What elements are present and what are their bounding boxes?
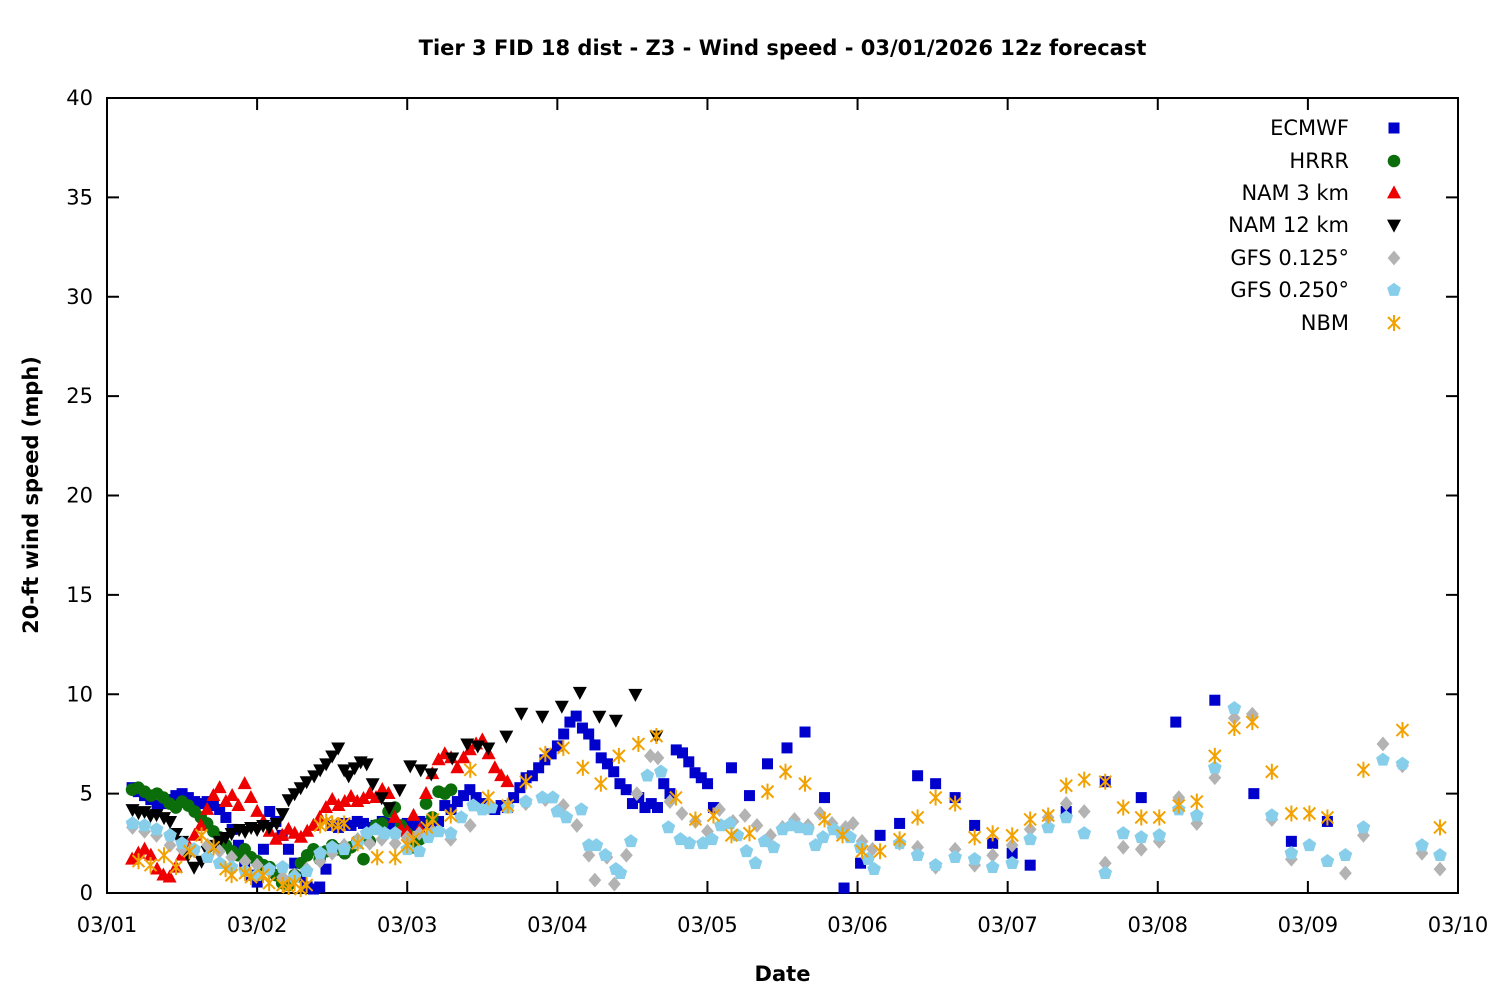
y-axis-label: 20-ft wind speed (mph) (19, 356, 43, 634)
x-axis-label: Date (754, 962, 811, 986)
x-tick-label: 03/09 (1278, 913, 1339, 937)
ecmwf-legend-marker-icon (1388, 122, 1400, 134)
axis-ticks: 03/01 03/02 03/03 03/04 03/05 03/06 03/07 03/08… (66, 86, 1488, 937)
legend-label: GFS 0.125° (1230, 245, 1349, 270)
y-tick-label: 10 (66, 682, 93, 706)
x-tick-label: 03/03 (377, 913, 438, 937)
legend-label: GFS 0.250° (1230, 278, 1349, 303)
y-tick-label: 15 (66, 583, 93, 607)
x-tick-label: 03/07 (977, 913, 1038, 937)
nam12km-legend-marker-icon (1387, 219, 1401, 233)
legend-label: NAM 3 km (1241, 180, 1349, 205)
x-tick-label: 03/06 (827, 913, 888, 937)
y-tick-label: 35 (66, 185, 93, 209)
y-tick-label: 30 (66, 285, 93, 309)
y-tick-label: 0 (80, 881, 93, 905)
series-gfs-0-250- (125, 700, 1447, 883)
x-tick-label: 03/08 (1128, 913, 1189, 937)
legend-label: ECMWF (1270, 116, 1349, 141)
x-tick-label: 03/04 (527, 913, 588, 937)
legend-label: NAM 12 km (1228, 213, 1349, 238)
series-gfs-0-125- (126, 706, 1447, 892)
y-tick-label: 20 (66, 484, 93, 508)
y-tick-label: 25 (66, 384, 93, 408)
legend-item-hrrr: HRRR (1228, 144, 1407, 176)
legend-item-nam12km: NAM 12 km (1228, 209, 1407, 241)
chart-title: Tier 3 FID 18 dist - Z3 - Wind speed - 0… (418, 36, 1147, 60)
x-tick-label: 03/10 (1428, 913, 1489, 937)
hrrr-legend-marker-icon (1387, 154, 1401, 167)
x-tick-label: 03/01 (77, 913, 138, 937)
gfs0125-legend-marker-icon (1387, 250, 1401, 266)
y-tick-label: 40 (66, 86, 93, 110)
nam3km-legend-marker-icon (1387, 185, 1401, 199)
legend-item-ecmwf: ECMWF (1228, 112, 1407, 144)
legend-label: HRRR (1289, 148, 1349, 173)
legend-item-nam3km: NAM 3 km (1228, 177, 1407, 209)
nbm-legend-marker-icon (1387, 314, 1401, 331)
legend-label: NBM (1300, 310, 1349, 335)
series-nbm (131, 714, 1447, 898)
gfs0250-legend-marker-icon (1387, 282, 1401, 296)
series-nam-3-km (125, 732, 515, 883)
legend-item-gfs0250: GFS 0.250° (1228, 274, 1407, 306)
series-nam-12-km (125, 686, 664, 875)
y-tick-label: 5 (80, 782, 93, 806)
legend-item-nbm: NBM (1228, 306, 1407, 338)
x-tick-label: 03/05 (677, 913, 738, 937)
x-tick-label: 03/02 (227, 913, 288, 937)
legend: ECMWF HRRR NAM 3 km NAM 12 km GFS 0.125°… (1228, 112, 1407, 339)
legend-item-gfs0125: GFS 0.125° (1228, 242, 1407, 274)
